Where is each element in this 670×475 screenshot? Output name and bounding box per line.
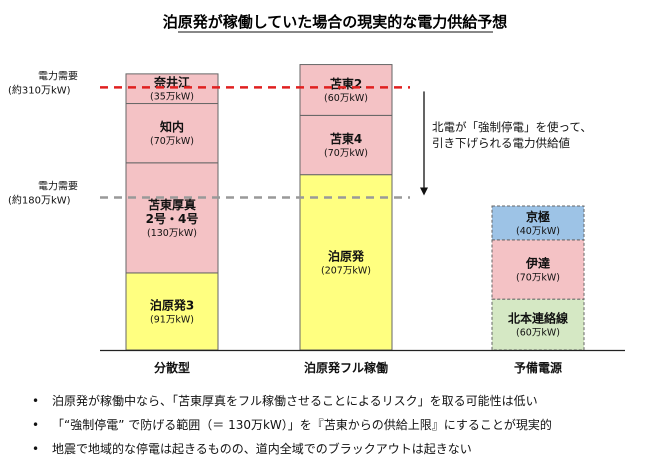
bullet-item: • 地震で地域的な停電は起きるものの、道内全域でのブラックアウトは起きない	[30, 437, 660, 461]
bullet-text: 「“強制停電” で防げる範囲（＝ 130万kW）」を『苫東からの供給上限』にする…	[52, 418, 552, 432]
segment-name: 泊原発3	[150, 297, 194, 312]
chart-title: 泊原発が稼働していた場合の現実的な電力供給予想	[163, 13, 508, 31]
segment-capacity: (60万kW)	[516, 328, 560, 339]
bar-segment	[125, 73, 219, 105]
segment-capacity: (91万kW)	[150, 314, 194, 325]
segment-name: 苫東2	[330, 76, 362, 91]
segment-capacity: (130万kW)	[147, 228, 197, 239]
bullet-item: • 「“強制停電” で防げる範囲（＝ 130万kW）」を『苫東からの供給上限』にす…	[30, 413, 660, 437]
demand-label: 電力需要	[38, 69, 78, 82]
segment-name: 伊達	[525, 256, 550, 271]
demand-label: 電力需要	[38, 180, 78, 193]
bar-segment	[299, 64, 393, 116]
segment-name: 苫東4	[330, 131, 362, 146]
bar-segment	[125, 272, 219, 351]
category-label: 泊原発フル稼働	[304, 360, 388, 375]
bullet-dot: •	[32, 394, 40, 408]
annotation-text: 北電が「強制停電」を使って、	[432, 120, 592, 134]
bullet-text: 泊原発が稼働中なら、「苫東厚真をフル稼働させることによるリスク」を取る可能性は低…	[52, 394, 538, 408]
segment-name: 2号・4号	[146, 211, 199, 226]
category-label: 予備電源	[514, 360, 562, 375]
segment-name: 北本連絡線	[508, 311, 568, 326]
segment-name: 苫東厚真	[148, 197, 196, 212]
bullet-item: • 泊原発が稼働中なら、「苫東厚真をフル稼働させることによるリスク」を取る可能性は…	[30, 389, 660, 413]
arrow-head	[420, 187, 428, 196]
bar-segment	[491, 298, 585, 351]
demand-label: (約180万kW)	[8, 194, 71, 207]
bullet-list: • 泊原発が稼働中なら、「苫東厚真をフル稼働させることによるリスク」を取る可能性は…	[30, 389, 660, 461]
category-label: 分散型	[154, 360, 190, 375]
segment-capacity: (60万kW)	[324, 93, 368, 104]
segment-capacity: (70万kW)	[516, 273, 560, 284]
segment-capacity: (70万kW)	[324, 148, 368, 159]
bullet-dot: •	[32, 418, 40, 432]
segment-capacity: (70万kW)	[150, 136, 194, 147]
bar-segment	[125, 103, 219, 164]
segment-name: 奈井江	[153, 75, 190, 90]
bar-segment	[299, 114, 393, 176]
segment-capacity: (207万kW)	[321, 265, 371, 276]
bar-segment	[491, 205, 585, 241]
bar-segment	[491, 239, 585, 300]
bar-segment	[299, 174, 393, 351]
bullet-dot: •	[32, 442, 40, 456]
segment-name: 京極	[526, 209, 550, 224]
demand-label: (約310万kW)	[8, 83, 71, 96]
annotation-text: 引き下げられる電力供給値	[432, 136, 570, 150]
bullet-text: 地震で地域的な停電は起きるものの、道内全域でのブラックアウトは起きない	[52, 442, 472, 456]
segment-capacity: (35万kW)	[150, 92, 194, 103]
segment-capacity: (40万kW)	[516, 226, 560, 237]
segment-name: 知内	[159, 119, 184, 134]
segment-name: 泊原発	[328, 248, 365, 263]
bar-segment	[125, 162, 219, 274]
